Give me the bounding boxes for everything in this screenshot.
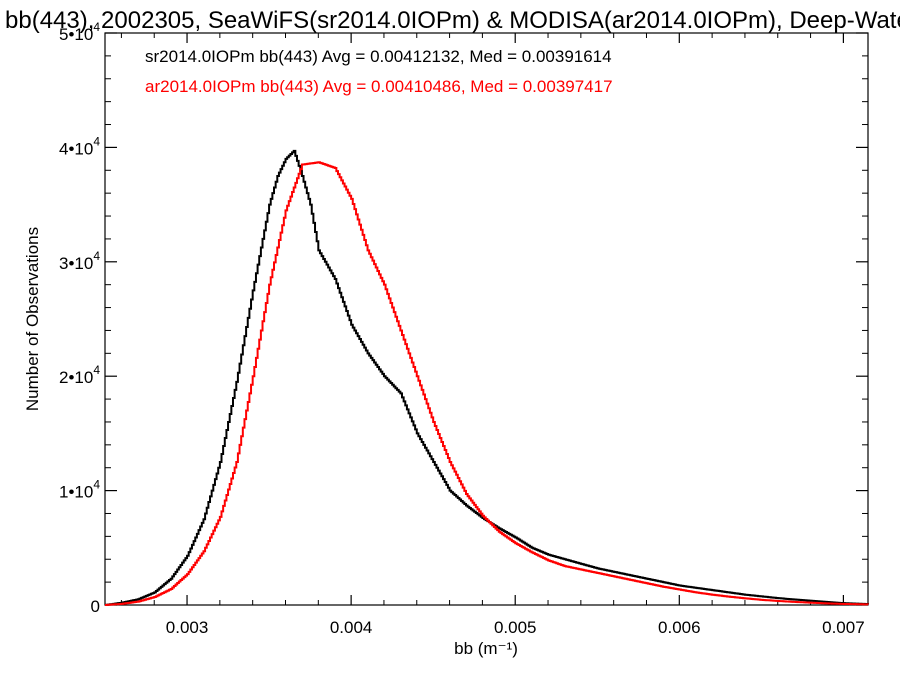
y-tick-mantissa: 5•10 — [59, 25, 93, 44]
y-tick-label: 0 — [91, 597, 100, 616]
x-tick-label: 0.006 — [658, 618, 701, 637]
chart-title: bb(443), 2002305, SeaWiFS(sr2014.0IOPm) … — [5, 7, 900, 34]
series-layer — [105, 149, 869, 606]
x-axis: 0.003 0.004 0.005 0.006 0.007 — [120, 33, 865, 637]
x-tick-label: 0.003 — [166, 618, 209, 637]
y-tick-exponent: 4 — [93, 478, 100, 492]
y-tick-exponent: 4 — [93, 20, 100, 34]
y-tick-label: 2•104 — [59, 363, 100, 387]
series-ar2014-line — [105, 161, 869, 606]
y-tick-mantissa: 3•10 — [59, 254, 93, 273]
y-tick-label: 1•104 — [59, 478, 100, 502]
y-tick-label: 3•104 — [59, 249, 100, 273]
y-tick-mantissa: 0 — [91, 597, 100, 616]
x-tick-label: 0.004 — [330, 618, 373, 637]
y-tick-mantissa: 1•10 — [59, 483, 93, 502]
legend-entry-ar2014: ar2014.0IOPm bb(443) Avg = 0.00410486, M… — [145, 77, 613, 96]
y-tick-label: 5•104 — [59, 20, 100, 44]
y-tick-exponent: 4 — [93, 249, 100, 263]
y-tick-exponent: 4 — [93, 134, 100, 148]
x-axis-label: bb (m⁻¹) — [454, 639, 518, 658]
y-axis-label: Number of Observations — [23, 227, 42, 411]
x-tick-label: 0.005 — [494, 618, 537, 637]
legend-entry-sr2014: sr2014.0IOPm bb(443) Avg = 0.00412132, M… — [145, 47, 612, 66]
y-tick-exponent: 4 — [93, 363, 100, 377]
y-tick-mantissa: 4•10 — [59, 139, 93, 158]
y-tick-label: 4•104 — [59, 134, 100, 158]
series-sr2014-line — [105, 149, 869, 606]
y-tick-mantissa: 2•10 — [59, 368, 93, 387]
plot-frame — [104, 32, 869, 606]
x-tick-label: 0.007 — [822, 618, 865, 637]
